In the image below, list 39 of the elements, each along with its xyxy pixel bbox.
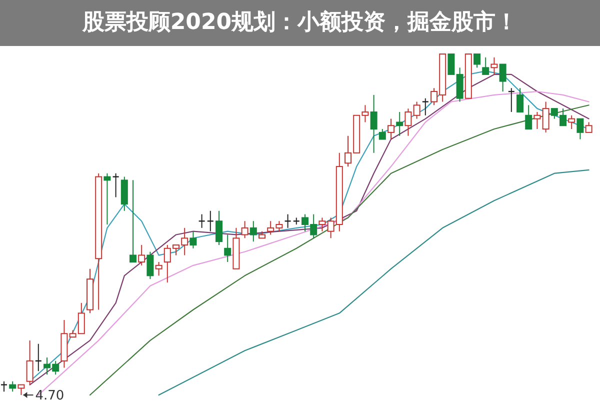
candlestick [130,180,136,263]
candlestick [413,101,420,120]
candlestick [525,104,532,130]
candlestick [250,220,257,242]
candlestick [26,340,34,386]
candlestick [138,244,146,266]
candlestick [216,210,222,246]
candlestick [422,98,429,116]
candlestick [474,54,480,68]
candlestick [499,64,506,92]
candlestick [490,56,498,75]
candlestick [516,88,524,112]
candlestick [448,54,455,75]
candlestick [104,172,111,225]
candlestick [576,118,584,140]
candlestick [120,176,128,212]
candlestick [482,56,490,75]
candlestick [378,128,386,140]
candlestick [241,220,248,239]
candlestick [155,262,162,276]
candlestick [370,94,378,154]
annotation: 4.70 [35,388,64,401]
candlestick [542,101,550,133]
candlestick [112,172,120,198]
candlestick [224,234,232,263]
candlestick [9,380,16,392]
candlestick [404,108,412,136]
candlestick [146,251,154,280]
candlestick [568,114,576,130]
candlestick [585,122,592,133]
candlestick [0,380,8,392]
chart-title: 股票投顾2020规划：小额投资，掘金股市！ [0,0,600,46]
candlestick [456,67,464,102]
candlestick [534,111,541,130]
candlestick [388,118,394,140]
candlestick [190,230,197,249]
candlestick [18,384,25,396]
candlestick [318,217,326,232]
candlestick [396,111,404,136]
